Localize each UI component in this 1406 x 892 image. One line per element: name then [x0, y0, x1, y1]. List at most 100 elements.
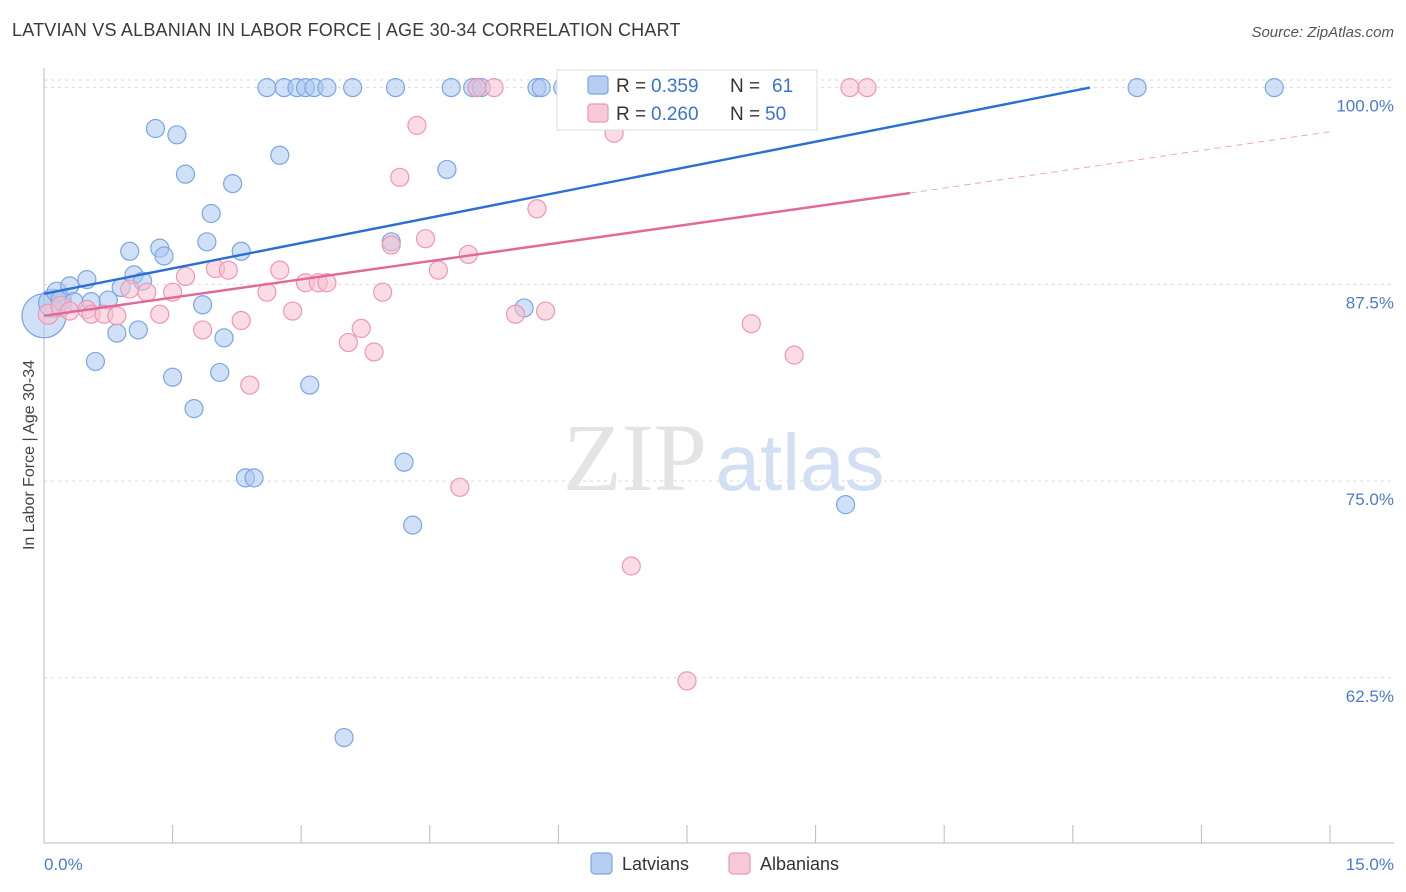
bottom-legend-swatch-albanians: [728, 852, 751, 875]
legend-r-value-latvians: 0.359: [651, 76, 699, 97]
chart-source: Source: ZipAtlas.com: [1251, 24, 1394, 41]
latvian-point: [403, 515, 423, 535]
y-tick-label: 62.5%: [1346, 687, 1394, 706]
albanian-point: [120, 279, 140, 299]
albanian-point: [364, 342, 384, 362]
y-tick-label: 75.0%: [1346, 490, 1394, 509]
y-tick-label: 100.0%: [1336, 97, 1394, 116]
latvian-point: [441, 78, 461, 98]
albanian-point: [338, 332, 358, 353]
latvian-point: [300, 375, 320, 395]
points-layer: [21, 78, 1284, 748]
albanian-point: [351, 318, 371, 338]
latvian-point: [836, 495, 856, 515]
latvian-point: [214, 328, 234, 348]
latvian-point: [163, 367, 183, 387]
x-tick-label-max: 15.0%: [1346, 855, 1394, 874]
albanian-point: [283, 301, 303, 321]
albanian-trend-extension: [909, 131, 1331, 194]
latvian-point: [120, 241, 140, 261]
legend-n-label-albanians: N =: [730, 104, 760, 125]
latvian-point: [85, 351, 106, 372]
albanian-point: [373, 282, 393, 302]
bottom-legend-swatch-latvians: [590, 852, 613, 875]
legend-n-value-albanians: 50: [765, 104, 786, 125]
bottom-legend-latvians: Latvians: [622, 854, 689, 874]
albanian-point: [390, 167, 410, 187]
legend-swatch-albanians: [587, 103, 609, 123]
latvian-point: [317, 78, 337, 98]
latvian-point: [531, 78, 551, 98]
trend-layer: [43, 86, 1331, 317]
bottom-legend: Latvians Albanians: [590, 852, 839, 875]
y-axis-title: In Labor Force | Age 30-34: [21, 360, 38, 550]
latvian-trend-line: [43, 86, 1091, 295]
albanian-point: [270, 260, 290, 280]
latvian-point: [223, 174, 243, 194]
albanian-point: [428, 260, 448, 280]
latvian-point: [257, 78, 277, 98]
y-tick-label: 87.5%: [1346, 293, 1394, 312]
albanian-point: [741, 314, 761, 334]
latvian-point: [231, 241, 251, 261]
albanian-point: [137, 282, 157, 302]
axes-layer: 62.5% 75.0% 87.5% 100.0% 0.0% 15.0%: [43, 68, 1394, 874]
latvian-point: [385, 78, 406, 98]
latvian-point: [167, 125, 187, 145]
albanian-point: [621, 556, 641, 576]
albanian-point: [218, 260, 238, 280]
albanian-point: [505, 304, 526, 324]
latvian-point: [201, 203, 221, 224]
albanian-point: [857, 78, 877, 98]
latvian-point: [175, 164, 196, 184]
albanian-point: [467, 78, 487, 98]
albanian-point: [240, 375, 260, 395]
x-tick-label-min: 0.0%: [44, 855, 83, 874]
latvian-point: [394, 452, 414, 472]
latvian-point: [343, 78, 363, 98]
legend-box: R = 0.359 N = 61 R = 0.260 N = 50: [556, 69, 818, 131]
albanian-point: [381, 235, 401, 255]
albanian-point: [784, 345, 804, 365]
albanian-point: [175, 266, 196, 287]
albanian-point: [107, 306, 127, 326]
latvian-point: [145, 118, 166, 139]
albanian-point: [527, 199, 547, 219]
latvian-point: [184, 399, 204, 419]
latvian-point: [1127, 78, 1147, 98]
latvian-point: [1264, 78, 1284, 98]
albanian-point: [231, 310, 251, 331]
albanian-point: [840, 78, 860, 98]
albanian-point: [484, 78, 504, 98]
legend-r-value-albanians: 0.260: [651, 104, 699, 125]
chart-title: LATVIAN VS ALBANIAN IN LABOR FORCE | AGE…: [12, 20, 681, 40]
latvian-point: [270, 145, 290, 165]
watermark-atlas: atlas: [716, 418, 885, 507]
albanian-point: [150, 304, 170, 324]
latvian-point: [107, 323, 127, 343]
albanian-point: [193, 320, 213, 340]
albanian-point: [317, 273, 337, 293]
latvian-point: [154, 246, 174, 266]
albanian-point: [450, 477, 470, 497]
watermark-zip: ZIP: [563, 404, 707, 511]
latvian-point: [210, 362, 230, 383]
legend-r-label-albanians: R =: [616, 104, 646, 125]
albanian-point: [535, 301, 556, 321]
latvian-point: [437, 159, 457, 180]
latvian-point: [128, 320, 148, 340]
latvian-point: [244, 468, 264, 488]
latvian-point: [334, 727, 354, 748]
watermark: ZIP atlas: [563, 404, 884, 511]
albanian-point: [677, 671, 697, 691]
legend-n-value-latvians: 61: [772, 76, 793, 97]
albanian-point: [407, 115, 427, 135]
legend-swatch-latvians: [587, 75, 609, 95]
latvian-point: [197, 232, 217, 252]
bottom-legend-albanians: Albanians: [760, 854, 839, 874]
latvian-point: [193, 295, 213, 315]
albanian-trend-line: [43, 191, 911, 317]
legend-r-label-latvians: R =: [616, 76, 646, 97]
albanian-point: [415, 229, 436, 249]
